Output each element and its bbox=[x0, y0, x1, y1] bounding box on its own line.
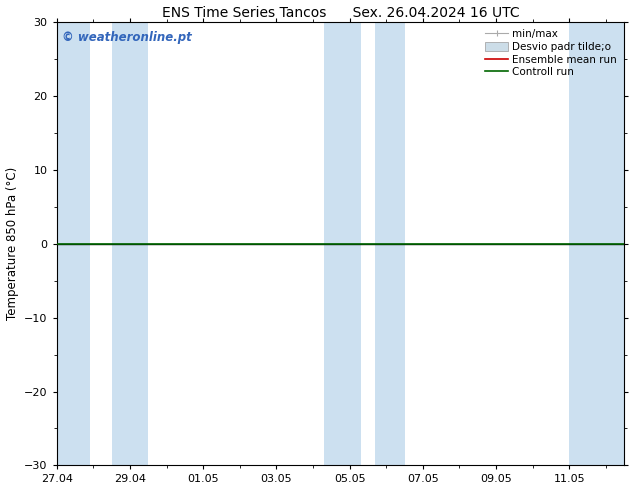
Text: © weatheronline.pt: © weatheronline.pt bbox=[62, 31, 192, 44]
Bar bbox=[569, 22, 624, 465]
Bar bbox=[324, 22, 361, 465]
Y-axis label: Temperature 850 hPa (°C): Temperature 850 hPa (°C) bbox=[6, 167, 18, 320]
Bar bbox=[56, 22, 89, 465]
Bar bbox=[112, 22, 148, 465]
Title: ENS Time Series Tancos      Sex. 26.04.2024 16 UTC: ENS Time Series Tancos Sex. 26.04.2024 1… bbox=[162, 5, 519, 20]
Legend: min/max, Desvio padr tilde;o, Ensemble mean run, Controll run: min/max, Desvio padr tilde;o, Ensemble m… bbox=[483, 27, 619, 79]
Bar bbox=[375, 22, 404, 465]
